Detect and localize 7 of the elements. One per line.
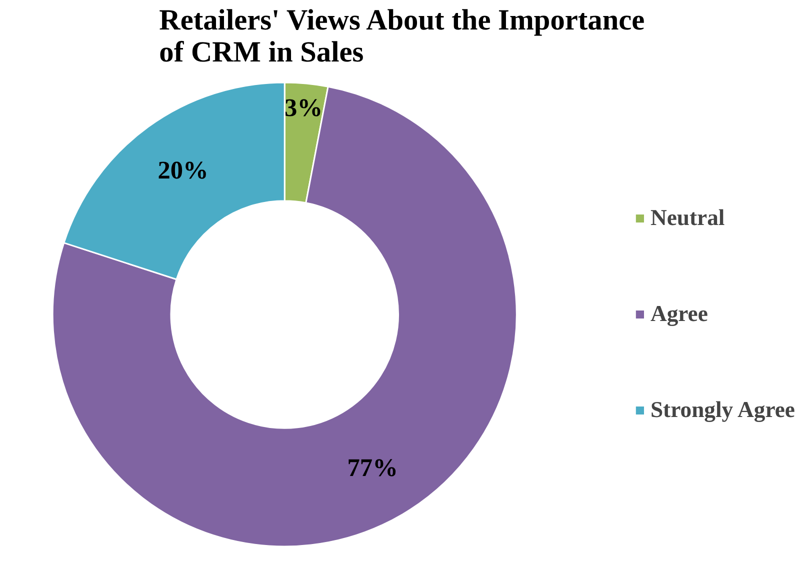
legend-label: Neutral <box>650 205 725 231</box>
data-label: 20% <box>158 156 208 184</box>
chart-title: Retailers' Views About the Importance of CRM in Sales <box>159 4 645 68</box>
legend-label: Agree <box>650 301 708 327</box>
data-label: 3% <box>284 94 323 122</box>
data-label: 77% <box>347 454 398 482</box>
legend-label: Strongly Agree <box>650 397 795 423</box>
